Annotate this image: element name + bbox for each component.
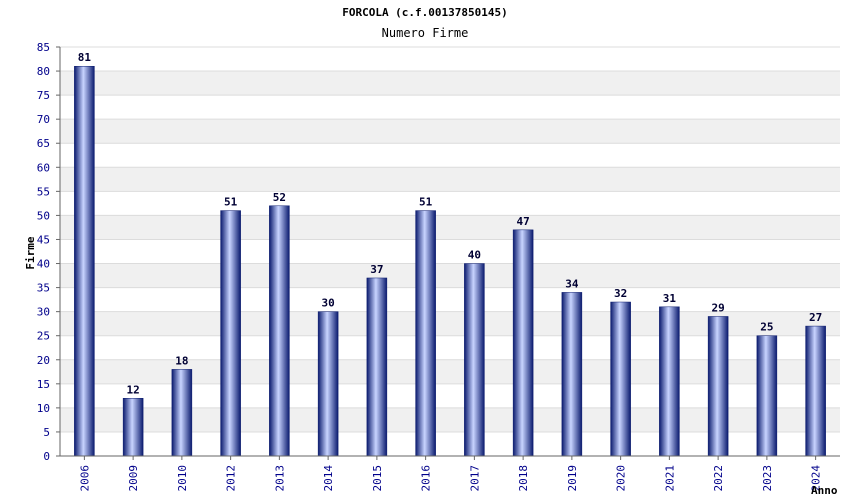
data-label-2016: 51 [419, 196, 433, 209]
x-tick-label-2014: 2014 [322, 465, 335, 492]
bar-2010 [171, 369, 193, 457]
bar-series [74, 65, 826, 457]
y-tick-label: 20 [37, 354, 50, 367]
bar-2022 [707, 316, 729, 457]
y-tick-label: 40 [37, 258, 50, 271]
y-tick-label: 5 [43, 426, 50, 439]
bar-2006 [74, 65, 95, 457]
bar-2012 [220, 210, 241, 457]
x-tick-label-2017: 2017 [468, 465, 481, 492]
data-label-2023: 25 [760, 321, 773, 334]
chart-subtitle: Numero Firme [382, 26, 469, 40]
plot-band [60, 119, 840, 144]
data-label-2020: 32 [614, 287, 627, 300]
x-tick-label-2016: 2016 [420, 465, 433, 492]
bar-2016 [415, 210, 436, 457]
data-label-2014: 30 [322, 297, 335, 310]
x-tick-labels: 2006 2009 2010 2012 2013 2014 2015 2016 2017 2018… [78, 456, 823, 492]
y-tick-label: 55 [37, 185, 50, 198]
x-tick-label-2023: 2023 [761, 465, 774, 492]
data-label-2010: 18 [175, 354, 188, 367]
y-tick-label: 75 [37, 89, 50, 102]
data-label-2021: 31 [663, 292, 677, 305]
x-tick-label-2009: 2009 [127, 465, 140, 492]
y-tick-label: 15 [37, 378, 50, 391]
y-tick-label: 70 [37, 113, 50, 126]
x-tick-label-2022: 2022 [712, 465, 725, 492]
y-tick-label: 35 [37, 282, 50, 295]
plot-band [60, 71, 840, 96]
y-tick-labels: 0 5 10 15 20 25 30 35 40 45 50 55 60 65 70 75 80 85 [37, 41, 50, 463]
y-tick-label: 60 [37, 161, 50, 174]
bar-2024 [805, 325, 826, 457]
bar-2018 [512, 229, 534, 457]
y-tick-label: 10 [37, 402, 50, 415]
x-tick-label-2021: 2021 [663, 465, 676, 492]
bar-2019 [561, 292, 583, 457]
y-tick-label: 45 [37, 233, 50, 246]
data-label-2024: 27 [809, 311, 822, 324]
y-tick-label: 25 [37, 330, 50, 343]
bar-2009 [122, 398, 144, 457]
x-tick-label-2006: 2006 [78, 465, 91, 492]
bar-2013 [269, 205, 290, 457]
data-label-2017: 40 [468, 249, 481, 262]
y-tick-label: 0 [43, 450, 50, 463]
y-tick-label: 85 [37, 41, 50, 54]
x-tick-label-2024: 2024 [810, 465, 823, 492]
data-label-2015: 37 [370, 263, 383, 276]
x-tick-label-2018: 2018 [517, 465, 530, 492]
y-tick-label: 80 [37, 65, 50, 78]
bar-2021 [659, 306, 680, 457]
x-tick-label-2013: 2013 [273, 465, 286, 492]
bar-2017 [464, 263, 485, 457]
data-label-2018: 47 [517, 215, 530, 228]
bar-2020 [610, 301, 631, 457]
x-tick-label-2015: 2015 [371, 465, 384, 492]
plot-band [60, 263, 840, 288]
chart-title: FORCOLA (c.f.00137850145) [342, 6, 508, 19]
x-tick-label-2012: 2012 [225, 465, 238, 492]
x-tick-label-2019: 2019 [566, 465, 579, 492]
data-label-2006: 81 [78, 51, 92, 64]
axes [59, 47, 840, 457]
data-labels: 81 12 18 51 52 30 37 51 40 47 34 32 31 29 25 27 [78, 51, 823, 396]
plot-band [60, 167, 840, 192]
bar-2023 [756, 335, 778, 457]
x-tick-label-2010: 2010 [176, 465, 189, 492]
bar-2015 [366, 277, 388, 457]
plot-band [60, 215, 840, 240]
data-label-2013: 52 [273, 191, 286, 204]
x-tick-label-2020: 2020 [615, 465, 628, 492]
data-label-2012: 51 [224, 196, 238, 209]
bar-2014 [317, 311, 339, 457]
y-tick-label: 65 [37, 137, 50, 150]
data-label-2019: 34 [565, 277, 579, 290]
data-label-2022: 29 [712, 301, 725, 314]
x-axis-title: Anno [811, 484, 838, 497]
data-label-2009: 12 [127, 383, 140, 396]
y-tick-label: 30 [37, 306, 50, 319]
y-axis-title: Firme [24, 236, 37, 269]
y-tick-label: 50 [37, 209, 50, 222]
